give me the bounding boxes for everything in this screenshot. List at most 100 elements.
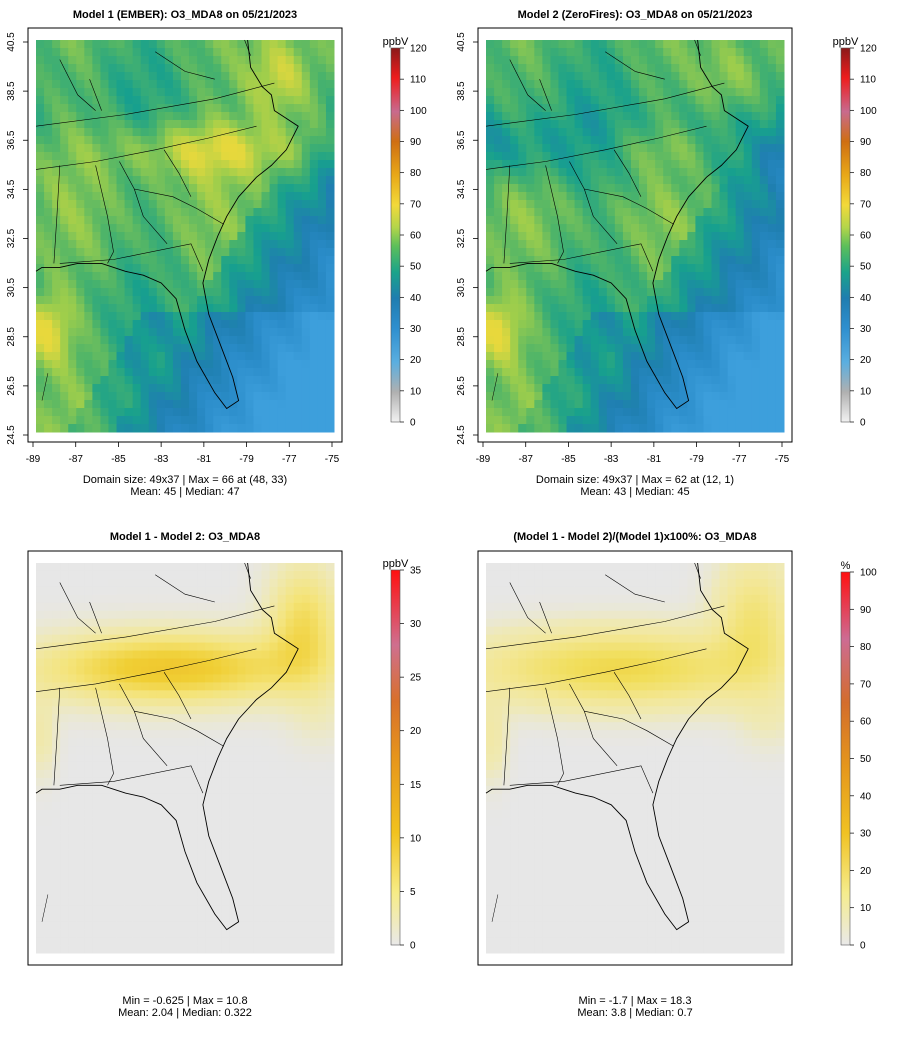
heatmap-cell xyxy=(76,690,85,699)
heatmap-cell xyxy=(526,264,535,273)
heatmap-cell xyxy=(558,136,568,145)
heatmap-cell xyxy=(719,400,729,409)
heatmap-cell xyxy=(494,264,503,273)
heatmap-cell xyxy=(606,152,616,161)
heatmap-cell xyxy=(156,264,166,273)
heatmap-cell xyxy=(695,176,704,185)
heatmap-cell xyxy=(213,408,222,417)
heatmap-cell xyxy=(285,400,295,409)
heatmap-cell xyxy=(301,738,311,747)
heatmap-cell xyxy=(148,698,158,707)
heatmap-cell xyxy=(68,746,77,755)
heatmap-cell xyxy=(84,714,93,723)
heatmap-cell xyxy=(639,104,648,113)
heatmap-cell xyxy=(68,128,77,137)
heatmap-cell xyxy=(727,288,737,297)
heatmap-cell xyxy=(197,698,206,707)
heatmap-cell xyxy=(164,706,174,715)
heatmap-cell xyxy=(301,578,311,588)
heatmap-cell xyxy=(727,328,737,337)
heatmap-cell xyxy=(711,168,721,177)
heatmap-cell xyxy=(60,714,69,723)
heatmap-cell xyxy=(277,570,287,580)
heatmap-cell xyxy=(743,384,753,393)
heatmap-cell xyxy=(767,408,777,417)
heatmap-cell xyxy=(132,328,142,337)
heatmap-cell xyxy=(156,602,166,612)
heatmap-cell xyxy=(703,120,713,129)
heatmap-cell xyxy=(44,48,53,57)
heatmap-cell xyxy=(293,754,303,763)
heatmap-cell xyxy=(156,642,166,652)
heatmap-cell xyxy=(108,296,118,305)
heatmap-cell xyxy=(205,224,214,233)
heatmap-cell xyxy=(269,650,279,660)
heatmap-cell xyxy=(132,400,142,409)
heatmap-cell xyxy=(189,96,198,105)
heatmap-cell xyxy=(92,88,101,97)
heatmap-cell xyxy=(703,328,713,337)
heatmap-cell xyxy=(735,296,745,305)
heatmap-cell xyxy=(60,144,69,153)
heatmap-cell xyxy=(221,809,230,819)
heatmap-cell xyxy=(622,296,632,305)
heatmap-cell xyxy=(44,64,53,73)
heatmap-cell xyxy=(647,368,656,377)
heatmap-cell xyxy=(172,634,182,644)
heatmap-cell xyxy=(518,136,527,145)
heatmap-cell xyxy=(751,336,761,345)
heatmap-cell xyxy=(301,754,311,763)
heatmap-cell xyxy=(180,160,190,169)
heatmap-cell xyxy=(767,40,777,49)
heatmap-cell xyxy=(630,184,640,193)
heatmap-cell xyxy=(237,48,246,57)
heatmap-cell xyxy=(44,714,53,723)
heatmap-cell xyxy=(68,224,77,233)
heatmap-cell xyxy=(743,336,753,345)
heatmap-cell xyxy=(614,216,624,225)
heatmap-cell xyxy=(116,272,126,281)
heatmap-cell xyxy=(205,104,214,113)
heatmap-cell xyxy=(582,376,592,385)
heatmap-cell xyxy=(189,280,198,289)
heatmap-cell xyxy=(582,200,592,209)
heatmap-cell xyxy=(164,602,174,612)
heatmap-cell xyxy=(759,264,769,273)
heatmap-cell xyxy=(647,144,656,153)
heatmap-cell xyxy=(293,264,303,273)
x-tick-label: -79 xyxy=(239,454,254,465)
state-border xyxy=(35,82,275,127)
heatmap-cell xyxy=(494,216,503,225)
heatmap-cell xyxy=(261,112,271,121)
heatmap-cell xyxy=(132,698,142,707)
heatmap-cell xyxy=(245,682,254,691)
heatmap-cell xyxy=(574,88,584,97)
heatmap-cell xyxy=(550,88,559,97)
heatmap-cell xyxy=(775,96,785,105)
heatmap-cell xyxy=(261,738,271,747)
heatmap-cell xyxy=(44,144,53,153)
heatmap-cell xyxy=(245,352,254,361)
heatmap-cell xyxy=(36,56,45,65)
heatmap-cell xyxy=(84,746,93,755)
heatmap-cell xyxy=(285,272,295,281)
heatmap-cell xyxy=(671,168,680,177)
heatmap-cell xyxy=(285,761,295,771)
heatmap-cell xyxy=(229,698,238,707)
heatmap-cell xyxy=(735,336,745,345)
heatmap-cell xyxy=(164,88,174,97)
heatmap-cell xyxy=(751,64,761,73)
heatmap-cell xyxy=(140,424,150,433)
heatmap-cell xyxy=(108,240,118,249)
heatmap-cell xyxy=(309,152,319,161)
heatmap-cell xyxy=(606,96,616,105)
heatmap-cell xyxy=(92,104,101,113)
heatmap-cell xyxy=(237,809,246,819)
heatmap-cell xyxy=(630,40,640,49)
heatmap-cell xyxy=(526,80,535,89)
heatmap-cell xyxy=(510,216,519,225)
heatmap-cell xyxy=(526,416,535,425)
heatmap-cell xyxy=(711,104,721,113)
heatmap-cell xyxy=(148,722,158,731)
heatmap-cell xyxy=(679,416,688,425)
